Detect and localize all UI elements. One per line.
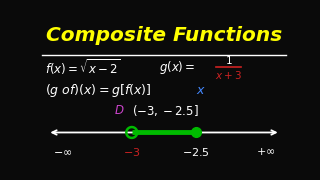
Text: $(-3, -2.5]$: $(-3, -2.5]$ <box>132 103 198 118</box>
Text: $x+3$: $x+3$ <box>215 69 242 81</box>
Text: $g(x) =$: $g(x) =$ <box>159 59 196 76</box>
Text: $-2.5$: $-2.5$ <box>182 146 210 158</box>
Text: $f(x) = \sqrt{x-2}$: $f(x) = \sqrt{x-2}$ <box>45 57 120 77</box>
Text: $D$: $D$ <box>115 104 125 117</box>
Text: $-3$: $-3$ <box>123 146 140 158</box>
Text: $x$: $x$ <box>196 84 206 97</box>
Text: Composite Functions: Composite Functions <box>46 26 282 45</box>
Text: $(g$ $of)(x) = g[f(x)]$: $(g$ $of)(x) = g[f(x)]$ <box>45 82 151 99</box>
Text: $+∞$: $+∞$ <box>256 146 276 157</box>
Text: $-∞$: $-∞$ <box>52 147 72 157</box>
Text: $1$: $1$ <box>225 54 232 66</box>
